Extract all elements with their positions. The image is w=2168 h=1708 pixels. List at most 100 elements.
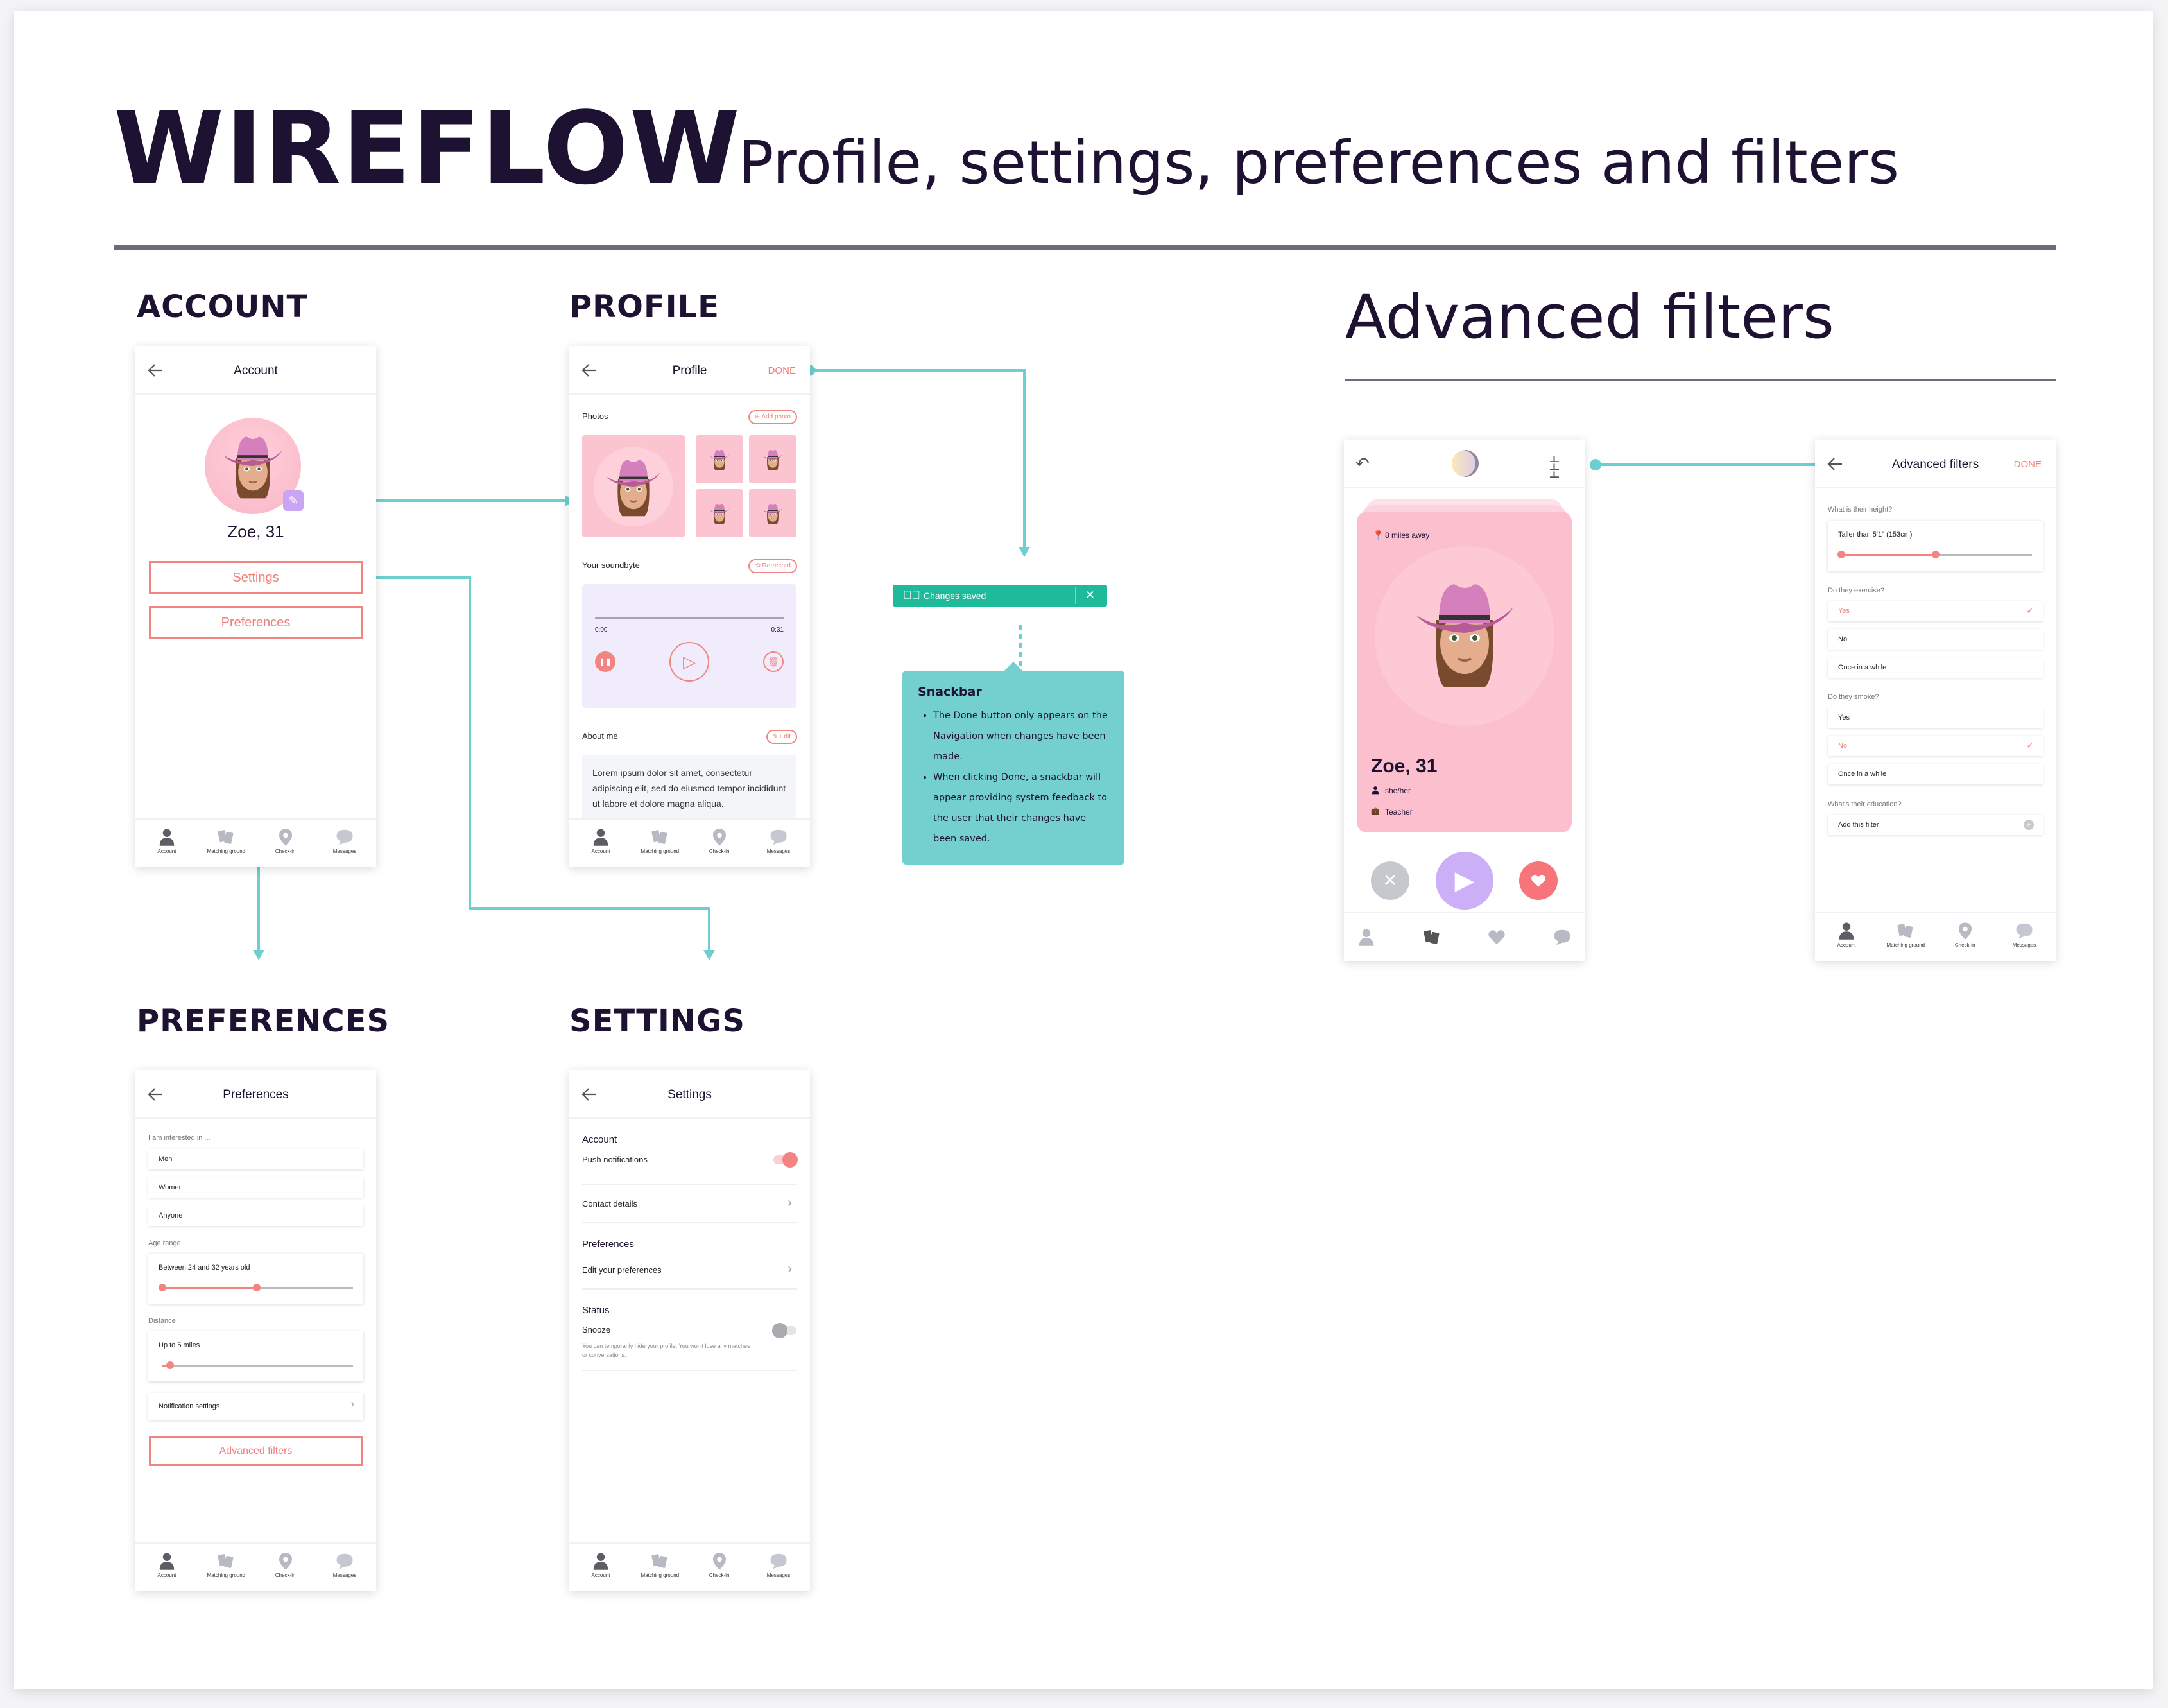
close-icon[interactable]: ✕ (1085, 589, 1096, 601)
option-anyone[interactable]: Anyone (148, 1205, 363, 1226)
rerecord-button[interactable]: ⟲ Re-record (748, 559, 797, 573)
smoke-option-no[interactable]: No ✓ (1828, 736, 2043, 756)
add-photo-button[interactable]: ⊕ Add photo (748, 410, 797, 424)
edit-preferences-row[interactable]: Edit your preferences (582, 1265, 662, 1275)
account-screen: Account ✎ Zoe, 31 Settings Preferences A… (135, 346, 376, 867)
nav-item-messages[interactable]: Messages (756, 1544, 801, 1591)
section-settings: SETTINGS (569, 1003, 745, 1039)
pin-icon (710, 1551, 729, 1571)
pin-icon (1956, 921, 1975, 940)
exercise-option-yes[interactable]: Yes ✓ (1828, 601, 2043, 621)
smoke-option-sometimes[interactable]: Once in a while (1828, 764, 2043, 784)
person-icon[interactable] (1357, 927, 1376, 947)
notification-settings-label: Notification settings (159, 1402, 220, 1410)
edit-pencil-icon[interactable]: ✎ (283, 490, 304, 511)
done-button[interactable]: DONE (768, 365, 796, 376)
nav-item-account[interactable]: Account (144, 1544, 189, 1591)
profile-card[interactable]: 📍 8 miles away Zoe, 31 she/her 💼 Teacher (1357, 512, 1572, 832)
heart-icon[interactable] (1487, 927, 1506, 947)
screen-title: Account (234, 364, 278, 377)
photo-thumb[interactable] (749, 435, 796, 483)
notification-settings-row[interactable]: Notification settings › (148, 1393, 363, 1420)
play-icon[interactable]: ▷ (669, 642, 709, 682)
dislike-button[interactable]: ✕ (1371, 861, 1409, 900)
nav-item-matching-ground[interactable]: Matching ground (637, 820, 682, 867)
bottom-nav: Account Matching ground Check-in Messages (1815, 912, 2056, 961)
smoke-option-yes[interactable]: Yes (1828, 707, 2043, 728)
height-slider-max-handle[interactable] (1932, 551, 1940, 558)
distance-text: 8 miles away (1385, 531, 1430, 540)
cards-icon (650, 1551, 669, 1571)
edit-label: Edit (779, 733, 791, 740)
nav-item-messages[interactable]: Messages (2002, 913, 2047, 961)
nav-item-matching-ground[interactable]: Matching ground (637, 1544, 682, 1591)
option-women[interactable]: Women (148, 1177, 363, 1198)
nav-item-check-in[interactable]: Check-in (697, 820, 742, 867)
push-notifications-toggle[interactable] (773, 1152, 798, 1168)
photo-thumb[interactable] (749, 489, 796, 537)
note-title: Snackbar (918, 685, 982, 699)
nav-item-check-in[interactable]: Check-in (263, 820, 308, 867)
nav-label: Check-in (709, 1573, 730, 1578)
heart-icon (1531, 874, 1545, 887)
option-label: No (1838, 742, 1848, 750)
filter-sliders-icon[interactable]: ⫠ ⫠ ⫠ (1549, 447, 1560, 481)
distance-slider-track[interactable] (162, 1365, 353, 1367)
age-slider-min-handle[interactable] (159, 1284, 166, 1291)
snooze-toggle[interactable] (772, 1323, 796, 1338)
title-divider (114, 245, 2056, 250)
like-button[interactable] (1519, 861, 1558, 900)
age-slider-max-handle[interactable] (253, 1284, 261, 1291)
cards-icon[interactable] (1422, 927, 1441, 947)
contact-details-row[interactable]: Contact details (582, 1199, 637, 1209)
photo-main[interactable] (582, 435, 685, 537)
screen-title: Preferences (223, 1088, 289, 1101)
section-profile: PROFILE (569, 289, 719, 325)
nav-label: Matching ground (207, 1573, 246, 1578)
play-soundbyte-button[interactable]: ▶ (1436, 852, 1493, 910)
nav-item-matching-ground[interactable]: Matching ground (203, 1544, 248, 1591)
nav-item-matching-ground[interactable]: Matching ground (1883, 913, 1928, 961)
height-slider-min-handle[interactable] (1837, 551, 1845, 558)
nav-label: Matching ground (1886, 942, 1925, 948)
nav-item-account[interactable]: Account (578, 820, 623, 867)
nav-label: Account (1837, 942, 1856, 948)
preferences-button[interactable]: Preferences (149, 606, 363, 639)
nav-label: Account (591, 849, 610, 854)
advanced-filters-button[interactable]: Advanced filters (149, 1436, 363, 1466)
exercise-option-no[interactable]: No (1828, 629, 2043, 650)
nav-item-check-in[interactable]: Check-in (263, 1544, 308, 1591)
nav-label: Check-in (709, 849, 730, 854)
nav-item-check-in[interactable]: Check-in (697, 1544, 742, 1591)
nav-item-check-in[interactable]: Check-in (1943, 913, 1988, 961)
add-education-filter[interactable]: Add this filter + (1828, 815, 2043, 835)
pronouns: she/her (1385, 786, 1411, 795)
option-men[interactable]: Men (148, 1149, 363, 1169)
interested-label: I am interested in ... (148, 1134, 211, 1142)
exercise-option-sometimes[interactable]: Once in a while (1828, 657, 2043, 678)
plus-circle-icon: + (2024, 820, 2034, 830)
distance-slider-handle[interactable] (166, 1361, 174, 1369)
undo-icon[interactable]: ↶ (1355, 454, 1370, 473)
photo-thumb[interactable] (696, 435, 743, 483)
pause-icon[interactable]: ❚❚ (595, 651, 615, 672)
settings-button[interactable]: Settings (149, 561, 363, 594)
advanced-filters-screen: Advanced filters DONE What is their heig… (1815, 440, 2056, 961)
nav-item-account[interactable]: Account (144, 820, 189, 867)
job: Teacher (1385, 807, 1413, 816)
edit-about-button[interactable]: ✎ Edit (766, 730, 797, 744)
nav-item-matching-ground[interactable]: Matching ground (203, 820, 248, 867)
divider (582, 1370, 797, 1371)
nav-item-messages[interactable]: Messages (756, 820, 801, 867)
smoke-question: Do they smoke? (1828, 693, 1879, 701)
nav-item-account[interactable]: Account (1824, 913, 1869, 961)
cards-icon (216, 827, 236, 847)
chat-icon[interactable] (1553, 927, 1572, 947)
done-button[interactable]: DONE (2013, 459, 2042, 470)
nav-item-messages[interactable]: Messages (322, 820, 367, 867)
audio-progress[interactable] (595, 617, 784, 619)
nav-item-account[interactable]: Account (578, 1544, 623, 1591)
nav-item-messages[interactable]: Messages (322, 1544, 367, 1591)
trash-icon[interactable]: 🗑 (763, 651, 784, 672)
photo-thumb[interactable] (696, 489, 743, 537)
